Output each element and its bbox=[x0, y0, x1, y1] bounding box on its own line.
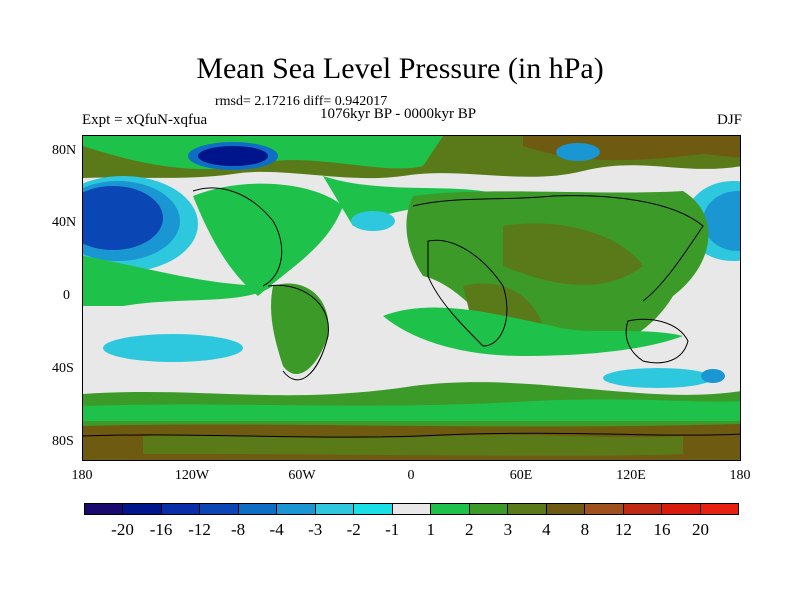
experiment-label: Expt = xQfuN-xqfua bbox=[82, 112, 208, 128]
coast-samerica bbox=[267, 284, 329, 381]
colorbar-swatch bbox=[123, 504, 162, 514]
tpac-green bbox=[83, 256, 273, 306]
colorbar-swatch bbox=[585, 504, 624, 514]
lat-label-40n: 40N bbox=[52, 215, 77, 230]
antarctica-olive bbox=[143, 434, 683, 456]
colorbar-swatch bbox=[623, 504, 663, 514]
colorbar-swatch bbox=[469, 504, 509, 514]
asia-olive bbox=[503, 223, 643, 285]
colorbar-label: -20 bbox=[111, 520, 134, 539]
coastlines bbox=[83, 187, 740, 438]
colorbar-swatch bbox=[277, 504, 316, 514]
colorbar-swatch bbox=[546, 504, 586, 514]
lon-label-180w: 180 bbox=[71, 468, 93, 483]
coast-namerica bbox=[192, 187, 283, 287]
colorbar-label: -3 bbox=[308, 520, 323, 539]
colorbar-label: 3 bbox=[503, 520, 513, 539]
spac-cyan bbox=[103, 334, 243, 362]
period-text: 1076kyr BP - 0000kyr BP bbox=[320, 106, 477, 122]
lat-label-80n: 80N bbox=[52, 143, 77, 158]
colorbar-swatch bbox=[161, 504, 201, 514]
namerica-green bbox=[193, 183, 343, 296]
map-svg bbox=[83, 136, 740, 460]
colorbar-label: 1 bbox=[426, 520, 436, 539]
colorbar-swatch bbox=[354, 504, 393, 514]
npac-east-blue bbox=[703, 191, 740, 251]
colorbar-label: 4 bbox=[542, 520, 551, 539]
colorbar-swatch bbox=[85, 504, 124, 514]
season-label: DJF bbox=[716, 112, 742, 128]
lon-label-60e: 60E bbox=[509, 468, 533, 483]
colorbar-swatch bbox=[200, 504, 239, 514]
colorbar-label: -4 bbox=[269, 520, 284, 539]
samerica-darkgreen bbox=[271, 283, 329, 375]
colorbar-swatch bbox=[238, 504, 278, 514]
colorbar-swatch bbox=[315, 504, 355, 514]
colorbar-label: -2 bbox=[346, 520, 361, 539]
colorbar bbox=[84, 503, 739, 515]
colorbar-swatch bbox=[662, 504, 701, 514]
colorbar-swatch bbox=[392, 504, 432, 514]
npac-deepblue bbox=[83, 186, 163, 250]
lon-label-0: 0 bbox=[407, 468, 415, 483]
coast-antarctica bbox=[83, 432, 740, 438]
lon-label-120w: 120W bbox=[174, 468, 210, 483]
colorbar-label: 16 bbox=[653, 520, 671, 539]
sind-cyan bbox=[603, 368, 713, 388]
coast-eurasia bbox=[412, 195, 704, 302]
arctic-low-1-core bbox=[198, 146, 268, 166]
colorbar-label: 2 bbox=[465, 520, 474, 539]
colorbar-label: -16 bbox=[149, 520, 173, 539]
colorbar-label: 20 bbox=[691, 520, 709, 539]
lat-label-40s: 40S bbox=[52, 361, 74, 376]
colorbar-label: 12 bbox=[614, 520, 632, 539]
colorbar-label: -12 bbox=[188, 520, 211, 539]
souocean-green bbox=[83, 399, 740, 421]
colorbar-swatch bbox=[431, 504, 470, 514]
chart-title: Mean Sea Level Pressure (in hPa) bbox=[196, 52, 604, 85]
colorbar-swatch bbox=[700, 504, 738, 514]
stats-text: rmsd= 2.17216 diff= 0.942017 bbox=[215, 94, 388, 109]
lon-label-180e: 180 bbox=[729, 468, 751, 483]
lon-label-60w: 60W bbox=[288, 468, 316, 483]
lon-label-120e: 120E bbox=[616, 468, 646, 483]
colorbar-label: 8 bbox=[580, 520, 590, 539]
colorbar-label: -1 bbox=[385, 520, 400, 539]
atlantic-cyan bbox=[351, 211, 395, 231]
lat-label-0: 0 bbox=[63, 288, 70, 303]
sind-blue bbox=[701, 369, 725, 383]
coast-africa bbox=[427, 239, 508, 347]
lat-label-80s: 80S bbox=[52, 434, 74, 449]
arctic-low-2 bbox=[556, 143, 600, 161]
colorbar-swatch bbox=[508, 504, 547, 514]
coast-australia bbox=[625, 318, 689, 364]
colorbar-label: -8 bbox=[231, 520, 246, 539]
pressure-map bbox=[82, 135, 741, 461]
